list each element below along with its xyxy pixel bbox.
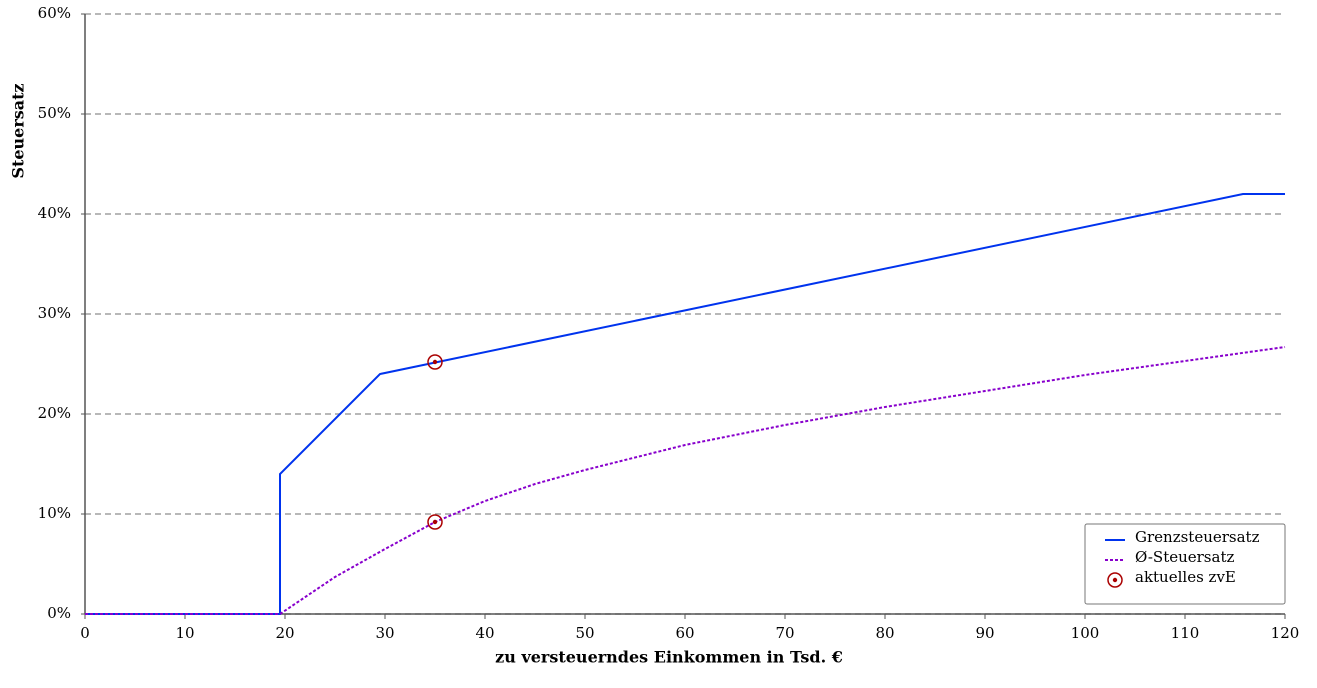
x-tick-label: 20 <box>275 624 294 642</box>
legend: Grenzsteuersatz Ø-Steuersatz aktuelles zvE <box>1084 523 1286 605</box>
x-tick-label: 90 <box>975 624 994 642</box>
y-axis-title: Steuersatz <box>9 83 28 178</box>
point <box>427 354 443 370</box>
x-tick-label: 40 <box>475 624 494 642</box>
point-ring <box>427 514 443 530</box>
legend-label: aktuelles zvE <box>1135 568 1236 586</box>
y-tick-label: 30% <box>38 304 71 322</box>
x-tick-label: 60 <box>675 624 694 642</box>
x-tick-label: 10 <box>175 624 194 642</box>
y-tick-label: 20% <box>38 404 71 422</box>
legend-box <box>1084 523 1286 605</box>
y-tick-label: 10% <box>38 504 71 522</box>
x-tick-label: 100 <box>1071 624 1100 642</box>
x-tick-label: 0 <box>80 624 90 642</box>
y-tick-label: 0% <box>47 604 71 622</box>
legend-label: Grenzsteuersatz <box>1135 528 1260 546</box>
y-tick-label: 40% <box>38 204 71 222</box>
x-tick-label: 110 <box>1171 624 1200 642</box>
point-dot <box>432 519 438 525</box>
x-tick-label: 80 <box>875 624 894 642</box>
point <box>427 514 443 530</box>
point-ring <box>427 354 443 370</box>
x-tick-label: 70 <box>775 624 794 642</box>
x-tick-label: 30 <box>375 624 394 642</box>
series-line <box>85 346 1286 615</box>
y-tick-label: 50% <box>38 104 71 122</box>
y-tick-label: 60% <box>38 4 71 22</box>
point-dot <box>432 359 438 365</box>
x-tick-label: 120 <box>1271 624 1300 642</box>
legend-swatch-dot <box>1112 577 1118 583</box>
x-tick-label: 50 <box>575 624 594 642</box>
x-axis-title: zu versteuerndes Einkommen in Tsd. € <box>495 648 843 667</box>
legend-label: Ø-Steuersatz <box>1135 548 1234 566</box>
legend-swatch <box>1107 572 1123 588</box>
